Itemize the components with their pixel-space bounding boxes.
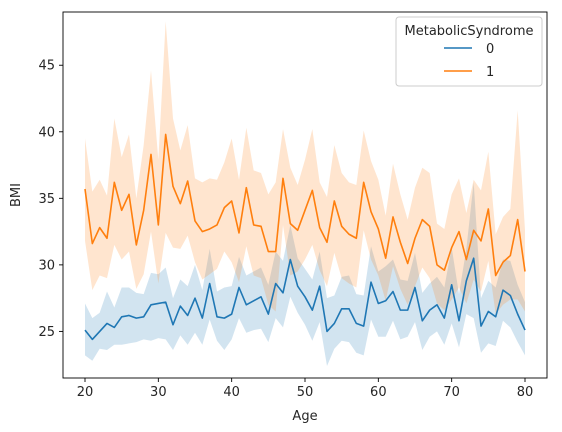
legend-title: MetabolicSyndrome — [405, 24, 534, 39]
series-lines — [84, 133, 526, 341]
x-tick-label: 80 — [517, 385, 534, 400]
legend-label-0: 0 — [486, 42, 494, 57]
legend-items: 01 — [444, 42, 494, 80]
x-axis-ticks: 20 30 40 50 60 70 80 — [77, 378, 534, 400]
y-tick-label: 25 — [38, 325, 55, 340]
y-tick-label: 35 — [38, 192, 55, 207]
y-tick-label: 40 — [38, 125, 55, 140]
y-tick-label: 45 — [38, 59, 55, 74]
x-tick-label: 30 — [150, 385, 167, 400]
confidence-band-0 — [85, 182, 525, 367]
series-line-0 — [84, 257, 526, 341]
x-tick-label: 50 — [297, 385, 314, 400]
legend-label-1: 1 — [486, 65, 494, 80]
x-tick-label: 20 — [77, 385, 94, 400]
x-tick-label: 60 — [370, 385, 387, 400]
x-axis-label: Age — [292, 409, 317, 424]
y-axis-label: BMI — [9, 183, 24, 207]
x-tick-label: 40 — [223, 385, 240, 400]
legend-box — [395, 16, 543, 87]
y-tick-label: 30 — [38, 258, 55, 273]
legend: MetabolicSyndrome 01 — [395, 16, 543, 87]
y-axis-ticks: 25 30 35 40 45 — [38, 59, 63, 340]
x-tick-label: 70 — [443, 385, 460, 400]
series-line-1 — [84, 133, 526, 277]
